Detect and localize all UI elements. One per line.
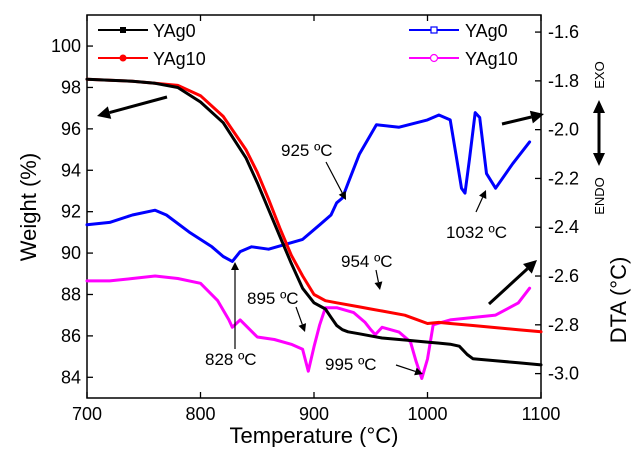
annotation-arrow-895-icon: [295, 306, 307, 332]
dta-direction-arrow-icon: [501, 110, 544, 126]
annotation-954: 954 ºC: [341, 252, 393, 271]
annotation-arrow-954-icon: [374, 269, 383, 290]
legend-right: YAg0 YAg10: [409, 21, 518, 69]
annotation-arrow-1032-icon-head: [479, 190, 487, 199]
exo-label: EXO: [592, 61, 607, 88]
legend-entry-right-1: YAg0: [409, 21, 508, 41]
annotation-arrow-828-icon: [231, 262, 239, 349]
annotation-995: 995 ºC: [325, 355, 377, 374]
legend-text-right-1: YAg0: [465, 21, 508, 41]
annotation-895: 895 ºC: [247, 289, 299, 308]
tg-direction-arrow-icon-shaft: [109, 95, 168, 115]
annotation-arrow-995-icon-head: [414, 367, 423, 376]
dta-tail-arrow-icon: [487, 260, 537, 306]
annotation-828: 828 ºC: [205, 350, 257, 369]
arrow-layer: [97, 95, 544, 376]
legend-text-left-2: YAg10: [153, 49, 206, 69]
x-tick-label-1000: 1000: [407, 404, 447, 424]
x-tick-label-800: 800: [185, 404, 215, 424]
y-left-tick-label-90: 90: [61, 243, 81, 263]
y-right-tick-label-4: -2.2: [548, 168, 579, 188]
series-line-dta-yag0: [85, 111, 532, 263]
y-left-tick-label-92: 92: [61, 202, 81, 222]
legend-entry-right-2: YAg10: [409, 49, 518, 69]
plot-frame: [86, 14, 542, 399]
y-axis-label-right: DTA (°C): [606, 257, 631, 344]
annotation-arrow-925-icon: [325, 161, 346, 200]
y-left-tick-label-98: 98: [61, 77, 81, 97]
tg-direction-arrow-icon: [97, 95, 168, 119]
x-axis-label: Temperature (°C): [230, 423, 399, 447]
y-left-tick-label-88: 88: [61, 284, 81, 304]
legend-entry-left-2: YAg10: [98, 49, 206, 69]
y-right-tick-label-6: -1.8: [548, 71, 579, 91]
annotation-arrow-954-icon-shaft: [375, 269, 380, 283]
y-left-tick-label-86: 86: [61, 326, 81, 346]
annotation-1032: 1032 ºC: [446, 223, 507, 242]
y-left-tick-label-96: 96: [61, 119, 81, 139]
x-tick-label-1100: 1100: [522, 404, 561, 424]
x-tick-label-700: 700: [72, 404, 102, 424]
legend-marker-right-2: [429, 53, 439, 63]
annotation-arrow-995-icon-shaft: [395, 364, 416, 373]
series-line-tg-yag0: [85, 77, 543, 367]
dta-tail-arrow-icon-head: [523, 260, 537, 274]
y-right-tick-label-2: -2.6: [548, 266, 579, 286]
y-left-tick-label-100: 100: [51, 36, 81, 56]
annotation-arrow-1032-icon: [475, 190, 487, 213]
y-right-tick-label-0: -3.0: [548, 364, 579, 384]
y-left-tick-label-84: 84: [61, 367, 81, 387]
dta-direction-arrow-icon-shaft: [501, 115, 532, 126]
y-right-tick-label-7: -1.6: [548, 22, 579, 42]
tick-layer: 700 800 900 1000 1100 84 86 88 90 92 94 96 98 100 -3.0…: [51, 15, 579, 424]
dta-tail-arrow-icon-shaft: [487, 267, 529, 306]
annotation-arrow-995-icon: [395, 364, 423, 376]
annotation-arrow-895-icon-head: [298, 323, 307, 332]
legend-text-left-1: YAg0: [153, 21, 196, 41]
legend-marker-left-2: [119, 54, 127, 62]
annotation-arrow-925-icon-shaft: [325, 161, 343, 194]
endo-label: ENDO: [592, 177, 607, 215]
x-tick-label-900: 900: [299, 404, 329, 424]
dta-direction-arrow-icon-head: [529, 110, 544, 124]
y-right-tick-label-5: -2.0: [548, 120, 579, 140]
legend-left: YAg0 YAg10: [98, 21, 206, 69]
legend-marker-right-1: [430, 26, 438, 34]
annotation-arrow-925-icon-head: [338, 191, 346, 200]
annotation-arrow-895-icon-shaft: [295, 306, 303, 325]
legend-text-right-2: YAg10: [465, 49, 518, 69]
y-axis-label-left: Weight (%): [16, 153, 41, 261]
annotation-arrow-954-icon-head: [374, 281, 383, 290]
y-right-tick-label-1: -2.8: [548, 315, 579, 335]
annotation-925: 925 ºC: [281, 141, 333, 160]
series-line-tg-yag10: [85, 77, 543, 334]
y-left-tick-label-94: 94: [61, 160, 81, 180]
legend-marker-left-1: [120, 27, 126, 33]
tg-direction-arrow-icon-head: [97, 106, 112, 119]
annotation-arrow-828-icon-head: [231, 262, 239, 270]
y-right-tick-label-3: -2.4: [548, 217, 579, 237]
annotation-arrow-1032-icon-shaft: [475, 197, 484, 213]
series-line-dta-yag10: [85, 274, 532, 380]
series-layer: [85, 77, 543, 380]
legend-entry-left-1: YAg0: [98, 21, 196, 41]
exo-endo-double-arrow-icon: [593, 100, 605, 166]
